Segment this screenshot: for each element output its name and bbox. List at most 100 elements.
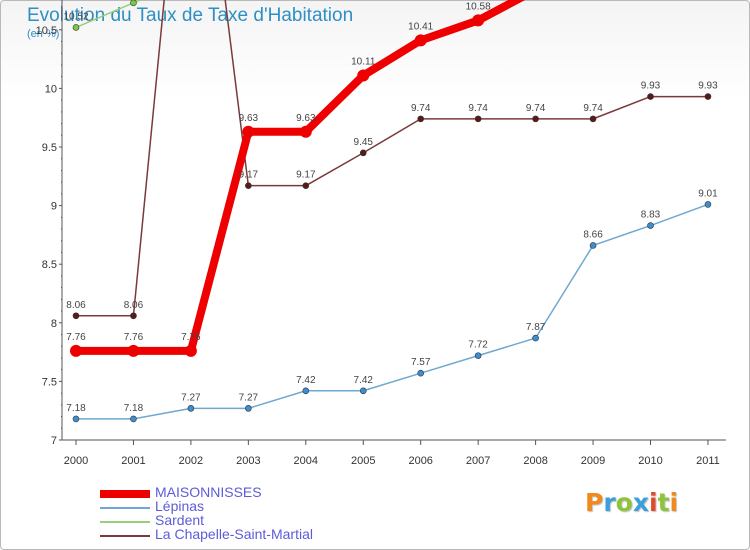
series-point-3 — [245, 182, 252, 189]
legend-label: Lépinas — [155, 498, 205, 514]
data-label-3: 9.93 — [698, 81, 718, 92]
data-label-1: 7.18 — [66, 403, 86, 414]
y-tick-label: 9.5 — [42, 142, 57, 154]
data-label-3: 9.17 — [296, 170, 316, 181]
legend-label: MAISONNISSES — [155, 484, 262, 500]
x-tick-label: 2010 — [638, 455, 662, 467]
series-point-3 — [704, 93, 712, 100]
series-point-3 — [359, 149, 367, 157]
series-point-0 — [70, 344, 82, 357]
data-label-3: 8.06 — [66, 300, 86, 311]
legend-swatch — [100, 490, 150, 498]
x-tick-label: 2007 — [466, 455, 490, 467]
data-label-1: 7.42 — [354, 375, 374, 386]
data-label-0: 10.11 — [351, 57, 376, 68]
logo-letter: o — [615, 488, 633, 517]
series-point-1 — [647, 222, 654, 229]
series-point-0 — [414, 34, 427, 47]
data-label-1: 7.27 — [181, 392, 201, 403]
data-label-0: 9.63 — [239, 113, 259, 124]
y-tick-label: 8 — [51, 318, 57, 330]
y-tick-label: 7.5 — [42, 376, 57, 388]
data-label-1: 7.72 — [468, 340, 488, 351]
data-label-3: 9.74 — [468, 103, 488, 114]
data-label-0: 10.58 — [466, 1, 491, 12]
data-label-3: 9.74 — [526, 103, 546, 114]
x-tick-label: 2001 — [121, 455, 145, 467]
series-point-1 — [72, 415, 80, 423]
data-label-3: 9.74 — [411, 103, 431, 114]
chart-title: Evolution du Taux de Taxe d'Habitation — [27, 5, 354, 26]
series-point-0 — [127, 344, 140, 357]
series-point-0 — [472, 14, 485, 27]
logo-letter: i — [649, 488, 658, 517]
data-label-1: 7.27 — [239, 392, 259, 403]
logo-letter: i — [669, 488, 679, 517]
series-point-0 — [357, 69, 370, 82]
series-point-1 — [187, 405, 195, 412]
legend-swatch — [100, 521, 150, 523]
y-tick-label: 10 — [45, 83, 57, 95]
series-point-2 — [72, 24, 80, 31]
data-label-3: 9.17 — [239, 170, 259, 181]
data-label-3: 9.93 — [641, 81, 661, 92]
logo-letter: P — [585, 488, 604, 517]
series-point-3 — [417, 115, 425, 123]
series-line-2 — [75, 0, 142, 29]
x-tick-label: 2006 — [408, 455, 432, 467]
series-point-1 — [130, 415, 137, 423]
x-tick-label: 2002 — [179, 455, 203, 467]
y-tick-label: 10.5 — [36, 25, 57, 37]
series-point-2 — [130, 0, 137, 7]
data-label-0: 9.63 — [296, 113, 316, 124]
data-label-1: 7.18 — [124, 403, 144, 414]
legend-swatch — [100, 535, 150, 537]
series-point-3 — [647, 93, 654, 100]
y-tick-label: 7 — [51, 435, 57, 447]
series-point-1 — [704, 201, 712, 208]
data-label-3: 9.74 — [583, 103, 603, 114]
x-tick-label: 2009 — [581, 455, 605, 467]
series-line-0 — [72, 0, 526, 355]
series-point-1 — [359, 387, 367, 395]
data-label-1: 8.83 — [641, 210, 661, 221]
series-point-3 — [130, 312, 137, 320]
x-tick-label: 2011 — [696, 455, 720, 467]
series-point-1 — [589, 242, 597, 249]
series-line-3 — [75, 0, 709, 317]
data-label-2: 10.52 — [63, 11, 88, 22]
series-point-3 — [589, 115, 597, 123]
series-point-1 — [474, 352, 482, 359]
data-label-0: 7.76 — [181, 332, 201, 343]
data-label-1: 7.57 — [411, 357, 431, 368]
x-tick-label: 2000 — [64, 455, 88, 467]
data-label-0: 7.76 — [66, 332, 86, 343]
legend-swatch — [100, 507, 150, 509]
series-point-1 — [532, 334, 539, 342]
logo-letter: x — [632, 488, 649, 517]
series-point-3 — [532, 115, 539, 123]
data-label-1: 9.01 — [698, 188, 718, 199]
logo-letter: t — [657, 488, 670, 517]
series-point-0 — [184, 344, 197, 357]
data-label-3: 9.45 — [354, 137, 374, 148]
data-label-3: 8.06 — [124, 300, 144, 311]
logo-letter: r — [603, 488, 616, 517]
y-tick-label: 9 — [51, 201, 57, 213]
series-point-1 — [417, 369, 425, 377]
series-point-3 — [474, 115, 482, 123]
x-tick-label: 2008 — [523, 455, 547, 467]
legend-label: Sardent — [155, 512, 205, 528]
series-point-3 — [72, 312, 80, 320]
data-label-1: 7.87 — [526, 322, 546, 333]
y-tick-label: 8.5 — [42, 259, 57, 271]
data-label-0: 10.41 — [408, 21, 433, 32]
data-label-1: 8.66 — [583, 229, 603, 240]
proxiti-logo: Proxiti — [585, 488, 678, 517]
x-tick-label: 2005 — [351, 455, 375, 467]
series-point-1 — [245, 405, 252, 412]
legend-label: La Chapelle-Saint-Martial — [155, 526, 313, 542]
data-label-0: 7.76 — [124, 332, 144, 343]
